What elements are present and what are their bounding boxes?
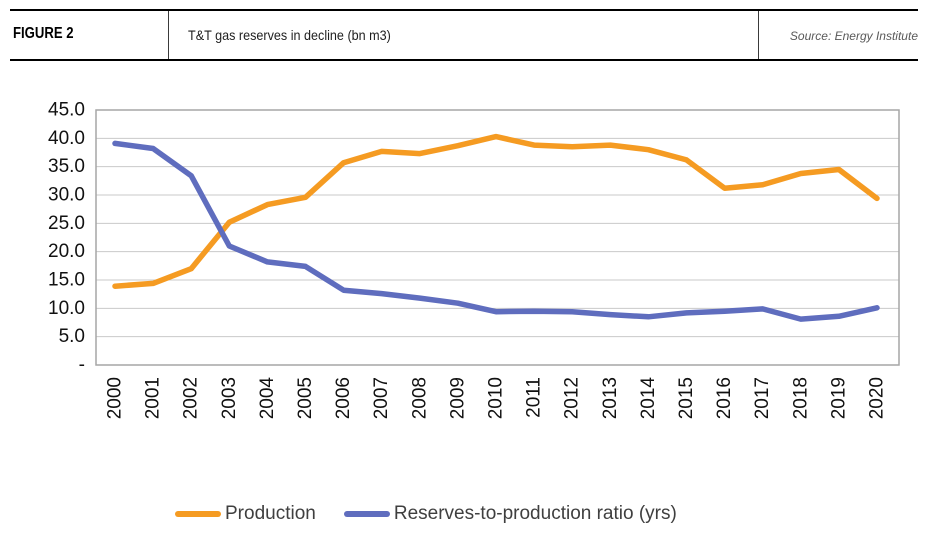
chart-title: T&T gas reserves in decline (bn m3) bbox=[188, 27, 391, 43]
legend-label-production: Production bbox=[225, 503, 316, 524]
x-axis-tick-label: 2018 bbox=[790, 377, 811, 419]
x-axis-tick-label: 2004 bbox=[257, 377, 278, 420]
x-axis-tick-label: 2006 bbox=[333, 377, 354, 419]
x-axis-tick-label: 2007 bbox=[371, 377, 392, 419]
x-axis-tick-label: 2017 bbox=[752, 377, 773, 419]
y-axis-tick-label: 40.0 bbox=[48, 128, 85, 149]
legend-item-production: Production bbox=[175, 503, 316, 525]
y-axis-tick-label: 20.0 bbox=[48, 241, 85, 262]
y-axis-tick-label: 15.0 bbox=[48, 270, 85, 291]
x-axis-tick-label: 2015 bbox=[676, 377, 697, 419]
series-line-0 bbox=[112, 133, 880, 289]
x-axis-tick-label: 2003 bbox=[219, 377, 240, 419]
legend-item-rp-ratio: Reserves-to-production ratio (yrs) bbox=[343, 503, 677, 525]
line-chart: - 5.0 10.0 15.0 20.0 25.0 30.0 35.0 40.0 45.0 2000… bbox=[48, 100, 900, 420]
x-axis-tick-label: 2012 bbox=[562, 377, 583, 419]
y-axis-tick-label: 30.0 bbox=[48, 185, 85, 206]
y-axis-tick-label: 25.0 bbox=[48, 213, 85, 234]
x-axis-tick-label: 2019 bbox=[828, 377, 849, 419]
header-bottom-rule bbox=[10, 59, 918, 61]
y-axis-tick-label: 10.0 bbox=[48, 298, 85, 319]
x-axis-tick-label: 2010 bbox=[486, 377, 507, 419]
y-axis-tick-label: 5.0 bbox=[59, 326, 85, 347]
x-axis-tick-label: 2011 bbox=[524, 377, 545, 418]
x-axis-tick-label: 2001 bbox=[143, 377, 164, 419]
plot-border bbox=[95, 109, 900, 366]
figure-label: FIGURE 2 bbox=[13, 25, 74, 42]
x-axis-tick-label: 2016 bbox=[714, 377, 735, 419]
x-axis-tick-label: 2009 bbox=[447, 377, 468, 419]
x-axis-tick-label: 2002 bbox=[181, 377, 202, 419]
x-axis-tick-label: 2013 bbox=[600, 377, 621, 419]
x-axis-tick-label: 2008 bbox=[409, 377, 430, 419]
x-axis-tick-label: 2005 bbox=[295, 377, 316, 419]
source-label: Source: Energy Institute bbox=[789, 29, 918, 43]
y-axis-tick-label: - bbox=[79, 355, 85, 376]
series-line-1 bbox=[112, 140, 880, 322]
x-axis-tick-label: 2020 bbox=[867, 377, 888, 419]
x-axis-tick-label: 2000 bbox=[105, 377, 126, 419]
legend-label-rp-ratio: Reserves-to-production ratio (yrs) bbox=[393, 503, 677, 524]
y-axis-tick-label: 35.0 bbox=[48, 156, 85, 177]
header-divider-left bbox=[168, 11, 169, 59]
header-divider-right bbox=[758, 11, 759, 59]
x-axis-tick-label: 2014 bbox=[638, 377, 659, 420]
chart-legend: Production Reserves-to-production ratio … bbox=[175, 503, 677, 525]
y-axis-tick-label: 45.0 bbox=[48, 100, 85, 121]
header-top-rule bbox=[10, 9, 918, 11]
rp-ratio-line-swatch bbox=[343, 510, 390, 518]
production-line-swatch bbox=[175, 510, 221, 518]
